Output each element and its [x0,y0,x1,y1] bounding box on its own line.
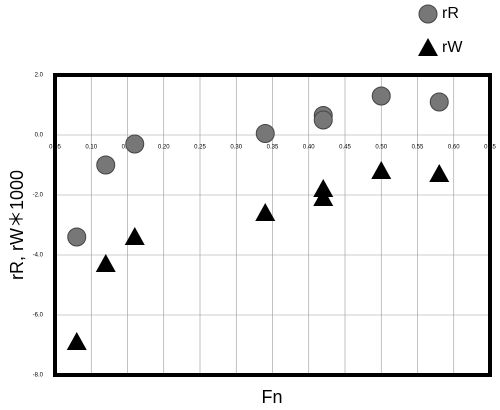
point [313,110,333,130]
x-tick-label: 0.40 [303,145,315,151]
y-tick-label: 0.0 [35,133,44,139]
x-tick-label: 0.65 [484,145,496,151]
point [125,134,145,154]
y-tick-label: -2.0 [33,193,44,199]
point [255,124,275,143]
point [124,227,145,245]
x-tick-label: 0.30 [230,145,242,151]
x-tick-label: 0.20 [158,145,170,151]
point [255,203,276,221]
point [67,227,87,247]
y-tick-label: -8.0 [33,373,44,379]
x-tick-label: 0.10 [85,145,97,151]
point [95,254,116,272]
x-tick-label: 0.60 [448,145,460,151]
x-tick-label: 0.05 [49,145,61,151]
point [96,155,116,175]
y-tick-label: -4.0 [33,253,44,259]
point [371,86,391,106]
point [429,92,449,112]
legend-swatch [418,4,438,24]
x-tick-label: 0.55 [412,145,424,151]
y-tick-label: -6.0 [33,313,44,319]
plot-frame [53,73,492,377]
x-tick-label: 0.35 [267,145,279,151]
x-tick-label: 0.25 [194,145,206,151]
legend-label: rR [442,5,459,22]
x-tick-label: 0.45 [339,145,351,151]
x-tick-label: 0.50 [375,145,387,151]
point [66,332,87,350]
y-tick-label: 2.0 [35,73,44,79]
point [313,179,334,197]
y-axis-label: rR, rW＊1000 [7,170,27,280]
grid [54,74,491,376]
x-axis-label: Fn [261,387,282,407]
legend-label: rW [442,39,463,56]
point [429,164,450,182]
legend-swatch [418,38,438,56]
point [371,161,392,179]
